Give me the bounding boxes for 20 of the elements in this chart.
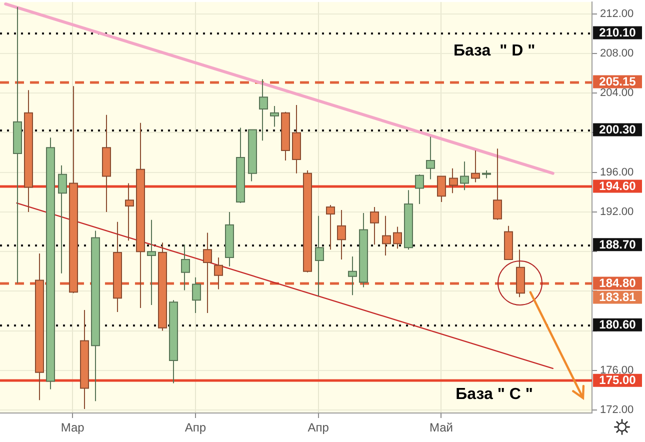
ref-line-label: 180.60 — [599, 318, 636, 332]
x-tick-label: Мар — [60, 420, 85, 435]
ref-line-label: 210.10 — [599, 26, 636, 40]
ref-line-label: 188.70 — [599, 237, 636, 252]
y-tick-label: 172.00 — [600, 404, 634, 416]
x-tick-label: Апр — [184, 420, 206, 435]
ref-line-label: 184.80 — [599, 276, 636, 290]
ref-line-label: 194.60 — [599, 179, 636, 194]
x-tick-label: Апр — [308, 420, 330, 435]
y-tick-label: 208.00 — [600, 48, 634, 60]
x-tick-label: Май — [429, 420, 453, 435]
y-tick-label: 192.00 — [600, 206, 634, 218]
y-tick-label: 212.00 — [600, 8, 634, 20]
ref-line-label: 205.15 — [599, 74, 636, 89]
text: 183.81 — [599, 290, 636, 304]
ref-line-label: 200.30 — [599, 122, 636, 137]
y-tick-label: 196.00 — [600, 166, 634, 178]
annotation: База " D " — [453, 42, 536, 60]
annotation: База " C " — [456, 386, 533, 403]
y-tick-label: 204.00 — [600, 87, 634, 100]
